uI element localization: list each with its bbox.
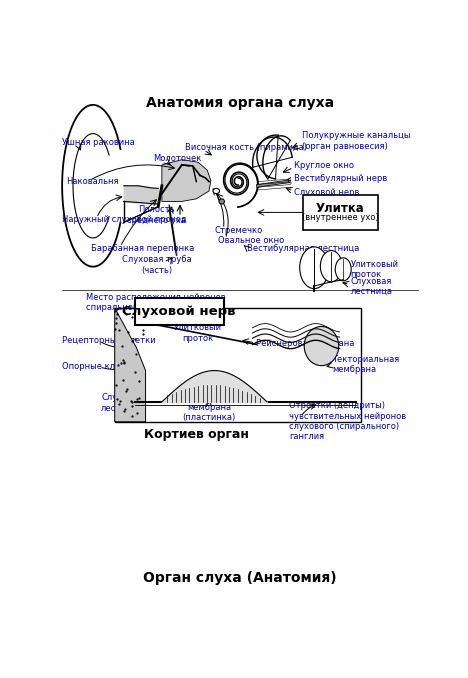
Text: Текториальная
мембрана: Текториальная мембрана bbox=[332, 355, 400, 374]
Text: Вестибулярная лестница: Вестибулярная лестница bbox=[247, 244, 359, 253]
Text: Улитка: Улитка bbox=[316, 202, 365, 215]
Text: Рецепторные клетки: Рецепторные клетки bbox=[62, 336, 156, 345]
Text: Барабанная перепонка: Барабанная перепонка bbox=[91, 244, 195, 253]
Ellipse shape bbox=[213, 188, 219, 194]
Circle shape bbox=[335, 258, 351, 281]
Text: Круглое окно: Круглое окно bbox=[294, 161, 354, 170]
Text: Отростки (дендриты)
чувствительных нейронов
слухового (спирального)
ганглия: Отростки (дендриты) чувствительных нейро… bbox=[289, 401, 406, 441]
Ellipse shape bbox=[304, 327, 339, 365]
Text: Полость
среднего уха: Полость среднего уха bbox=[127, 205, 186, 224]
Text: Орган слуха (Анатомия): Орган слуха (Анатомия) bbox=[143, 572, 336, 585]
Polygon shape bbox=[115, 308, 146, 422]
Text: Базилярная
мембрана
(пластинка): Базилярная мембрана (пластинка) bbox=[183, 393, 236, 422]
Text: Анатомия органа слуха: Анатомия органа слуха bbox=[146, 96, 334, 111]
Text: Рейснерова мембрана: Рейснерова мембрана bbox=[256, 339, 355, 348]
Text: Слуховая
лестница: Слуховая лестница bbox=[351, 277, 393, 296]
Text: Полукружные канальцы
(орган равновесия): Полукружные канальцы (орган равновесия) bbox=[301, 131, 410, 151]
Text: Слуховой нерв: Слуховой нерв bbox=[294, 188, 359, 197]
Text: Слуховая
лестница: Слуховая лестница bbox=[101, 393, 143, 413]
Text: (внутреннее ухо): (внутреннее ухо) bbox=[302, 213, 379, 222]
Ellipse shape bbox=[219, 199, 225, 204]
Text: Височная кость (пирамида): Височная кость (пирамида) bbox=[185, 143, 307, 152]
Text: Наружный слуховой проход: Наружный слуховой проход bbox=[62, 215, 187, 224]
Text: Слуховая труба
(часть): Слуховая труба (часть) bbox=[122, 256, 191, 275]
Text: Кортиев орган: Кортиев орган bbox=[144, 428, 249, 441]
Circle shape bbox=[300, 247, 329, 289]
Text: Молоточек: Молоточек bbox=[153, 154, 201, 163]
Text: Вестибулярный нерв: Вестибулярный нерв bbox=[294, 174, 388, 183]
Text: Овальное окно: Овальное окно bbox=[218, 236, 285, 245]
Text: Улитковый
проток: Улитковый проток bbox=[351, 260, 398, 279]
Text: Опорные клетки: Опорные клетки bbox=[62, 362, 136, 371]
FancyBboxPatch shape bbox=[303, 195, 378, 230]
Text: Ушная раковина: Ушная раковина bbox=[62, 138, 135, 147]
Text: Слуховой нерв: Слуховой нерв bbox=[122, 305, 236, 318]
Bar bbox=[115, 308, 361, 422]
Text: Место расположения нейронов
спирального ганглия: Место расположения нейронов спирального … bbox=[86, 293, 225, 313]
Text: Улитковый
проток: Улитковый проток bbox=[174, 323, 222, 342]
Polygon shape bbox=[162, 160, 211, 201]
FancyBboxPatch shape bbox=[135, 298, 224, 325]
Text: Наковальня: Наковальня bbox=[66, 177, 118, 186]
Text: Стремечко: Стремечко bbox=[214, 226, 263, 235]
Circle shape bbox=[321, 250, 342, 282]
